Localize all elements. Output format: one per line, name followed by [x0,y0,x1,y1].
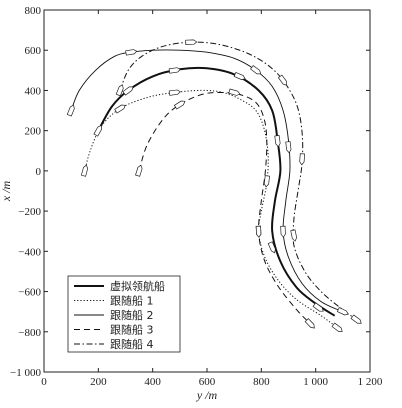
ship-marker [135,164,143,177]
x-axis-label: y /m [196,388,218,402]
ship-marker [312,302,324,312]
x-tick-label: 400 [144,376,161,388]
x-tick-label: 0 [41,376,47,388]
ship-marker [285,141,292,154]
ship-marker [115,84,124,97]
ship-marker [233,71,246,80]
ship-markers-layer [66,39,362,332]
ship-marker [280,225,286,238]
ship-marker [350,314,362,324]
series-line-5 [119,41,357,321]
y-tick-label: −800 [18,327,41,339]
x-tick-label: 600 [199,376,216,388]
series-line-3 [70,49,343,313]
ship-marker [304,318,315,329]
y-tick-label: 600 [25,45,42,57]
legend-label-4: 跟随船 3 [110,323,154,337]
ship-marker [331,322,343,332]
ship-marker [173,100,186,110]
ship-marker [255,225,262,238]
ship-marker [122,86,134,96]
ship-marker [290,229,298,242]
ship-marker [66,104,75,117]
ship-marker [274,135,281,148]
series-line-1 [97,66,336,317]
ship-marker [263,175,270,188]
y-tick-label: 0 [36,166,42,178]
ship-marker [93,124,103,137]
ship-marker [168,67,181,74]
x-tick-label: 1 200 [358,376,383,388]
x-axis-ticks: 0 200 400 600 800 1 000 1 200 [41,10,383,388]
x-tick-label: 800 [253,376,270,388]
ship-marker [185,39,198,45]
y-axis-label: x /m [0,181,13,203]
ship-marker [168,89,181,96]
x-tick-label: 1 000 [303,376,328,388]
ship-marker [228,88,241,96]
ship-marker [114,104,126,114]
series-layer [70,41,357,329]
y-tick-label: 200 [25,126,42,138]
ship-marker [336,307,349,316]
legend-label-5: 跟随船 4 [110,337,154,351]
y-axis-ticks: −1 000 −800 −600 −400 −200 0 200 400 600 800 [10,5,370,379]
y-tick-label: 400 [25,85,42,97]
y-tick-label: −200 [18,206,41,218]
legend-box [67,275,181,353]
y-tick-label: −600 [18,287,41,299]
ship-marker [80,164,89,177]
ship-marker [250,65,262,75]
ship-marker [299,153,306,166]
legend-label-3: 跟随船 2 [110,308,154,322]
ship-marker [125,49,138,56]
legend-label-2: 跟随船 1 [110,294,154,308]
x-tick-label: 200 [90,376,107,388]
legend-label-1: 虚拟领航船 [110,279,165,293]
ship-marker [267,241,276,254]
y-tick-label: −1 000 [10,367,41,379]
series-line-2 [84,89,338,329]
ship-marker [277,74,288,86]
series-line-4 [138,91,311,325]
y-tick-label: 800 [25,5,42,17]
y-tick-label: −400 [18,246,41,258]
